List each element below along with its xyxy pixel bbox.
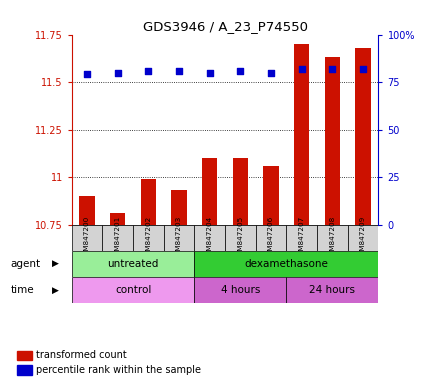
Text: 4 hours: 4 hours bbox=[220, 285, 260, 295]
Title: GDS3946 / A_23_P74550: GDS3946 / A_23_P74550 bbox=[142, 20, 307, 33]
Point bbox=[298, 66, 305, 72]
Bar bbox=[293, 44, 309, 225]
Point bbox=[328, 66, 335, 72]
Bar bbox=[194, 251, 378, 277]
Text: transformed count: transformed count bbox=[36, 350, 127, 360]
Bar bbox=[194, 277, 286, 303]
Point bbox=[114, 70, 121, 76]
Text: GSM847209: GSM847209 bbox=[359, 215, 365, 260]
Text: GSM847208: GSM847208 bbox=[329, 215, 335, 260]
Bar bbox=[286, 277, 378, 303]
Point bbox=[267, 70, 274, 76]
Text: ▶: ▶ bbox=[52, 259, 59, 268]
Text: 24 hours: 24 hours bbox=[309, 285, 355, 295]
Bar bbox=[255, 225, 286, 251]
Bar bbox=[324, 57, 339, 225]
Bar bbox=[79, 196, 95, 225]
Text: GSM847202: GSM847202 bbox=[145, 215, 151, 260]
Bar bbox=[72, 277, 194, 303]
Bar bbox=[102, 225, 133, 251]
Bar bbox=[17, 351, 32, 360]
Text: untreated: untreated bbox=[107, 259, 158, 269]
Bar bbox=[133, 225, 163, 251]
Bar bbox=[194, 225, 225, 251]
Text: dexamethasone: dexamethasone bbox=[244, 259, 328, 269]
Point bbox=[206, 70, 213, 76]
Bar bbox=[347, 225, 378, 251]
Text: GSM847205: GSM847205 bbox=[237, 215, 243, 260]
Text: GSM847201: GSM847201 bbox=[115, 215, 121, 260]
Bar bbox=[286, 225, 316, 251]
Text: agent: agent bbox=[11, 259, 41, 269]
Point bbox=[83, 71, 90, 78]
Text: ▶: ▶ bbox=[52, 285, 59, 295]
Bar bbox=[17, 366, 32, 375]
Bar bbox=[110, 213, 125, 225]
Bar bbox=[163, 225, 194, 251]
Bar bbox=[202, 158, 217, 225]
Text: GSM847200: GSM847200 bbox=[84, 215, 90, 260]
Text: control: control bbox=[115, 285, 151, 295]
Point bbox=[237, 68, 243, 74]
Bar bbox=[72, 251, 194, 277]
Text: GSM847204: GSM847204 bbox=[206, 215, 212, 260]
Point bbox=[359, 66, 366, 72]
Bar bbox=[225, 225, 255, 251]
Bar bbox=[72, 225, 102, 251]
Point bbox=[175, 68, 182, 74]
Bar bbox=[141, 179, 156, 225]
Text: time: time bbox=[11, 285, 34, 295]
Bar bbox=[355, 48, 370, 225]
Bar bbox=[316, 225, 347, 251]
Bar bbox=[232, 158, 247, 225]
Text: GSM847207: GSM847207 bbox=[298, 215, 304, 260]
Bar bbox=[263, 166, 278, 225]
Bar bbox=[171, 190, 186, 225]
Text: percentile rank within the sample: percentile rank within the sample bbox=[36, 365, 201, 375]
Text: GSM847203: GSM847203 bbox=[176, 215, 182, 260]
Text: GSM847206: GSM847206 bbox=[267, 215, 273, 260]
Point bbox=[145, 68, 151, 74]
